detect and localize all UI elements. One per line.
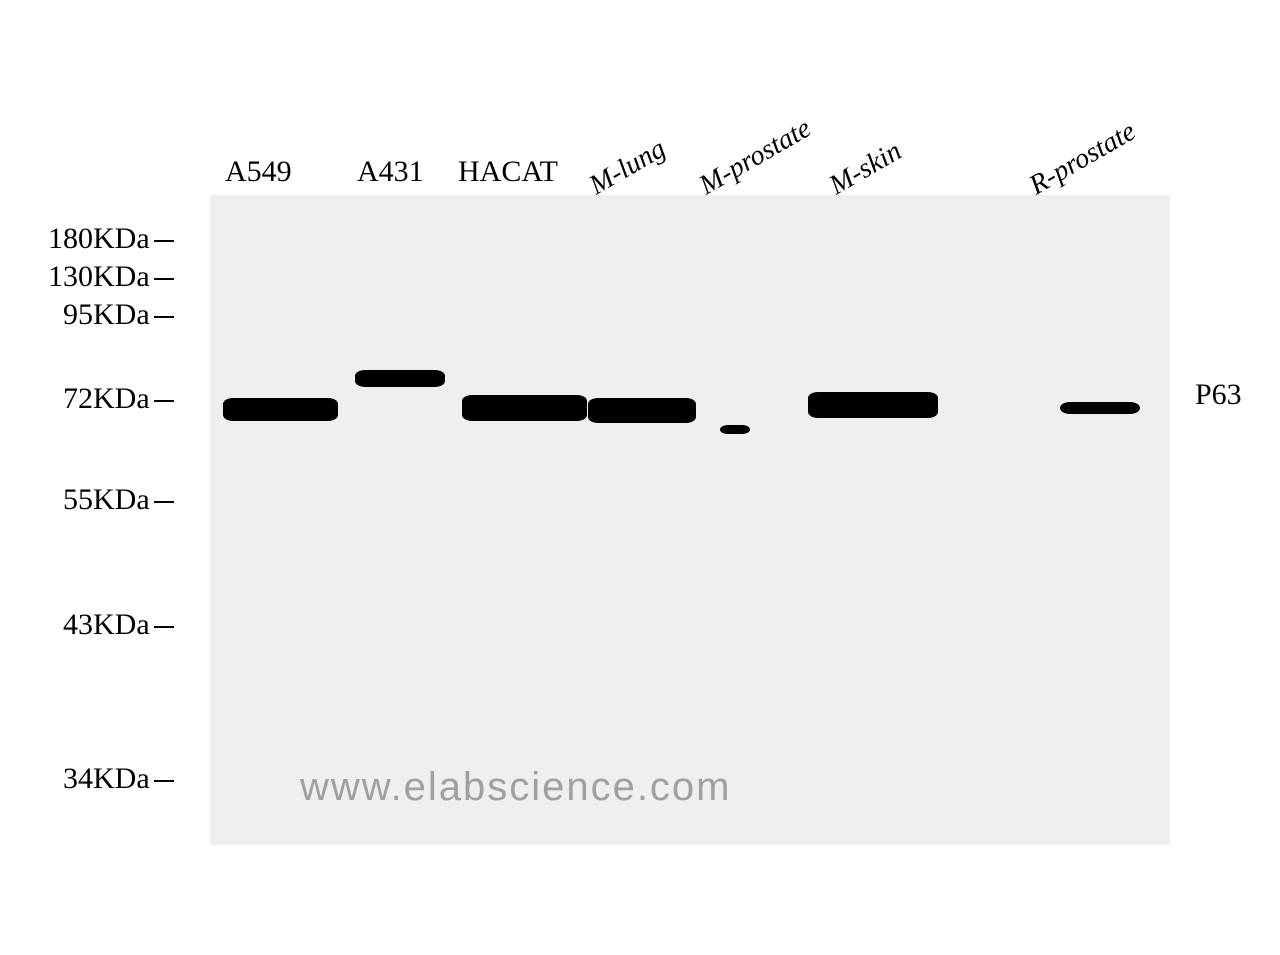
tick-icon: [154, 316, 174, 318]
tick-icon: [154, 278, 174, 280]
figure-container: 180KDa 130KDa 95KDa 72KDa 55KDa 43KDa 34…: [0, 0, 1280, 955]
tick-icon: [154, 501, 174, 503]
mw-label: 180KDa: [48, 222, 150, 255]
tick-icon: [154, 626, 174, 628]
lane-label-r-prostate: R-prostate: [1024, 116, 1141, 202]
mw-label: 72KDa: [63, 382, 150, 415]
mw-marker-43: 43KDa: [63, 608, 174, 642]
lane-label-a431: A431: [357, 155, 424, 189]
band-hacat: [462, 395, 587, 421]
mw-marker-130: 130KDa: [48, 260, 174, 294]
mw-marker-95: 95KDa: [63, 298, 174, 332]
mw-marker-72: 72KDa: [63, 382, 174, 416]
protein-label: P63: [1195, 378, 1242, 412]
band-m-prostate: [720, 425, 750, 434]
band-a549: [223, 398, 338, 421]
mw-label: 55KDa: [63, 483, 150, 516]
band-m-lung: [588, 398, 696, 423]
band-r-prostate: [1060, 402, 1140, 414]
lane-label-m-prostate: M-prostate: [694, 113, 817, 202]
blot-region: [210, 195, 1170, 845]
mw-label: 130KDa: [48, 260, 150, 293]
mw-marker-180: 180KDa: [48, 222, 174, 256]
watermark-text: www.elabscience.com: [300, 765, 732, 810]
tick-icon: [154, 240, 174, 242]
tick-icon: [154, 400, 174, 402]
lane-label-hacat: HACAT: [458, 155, 558, 189]
lane-label-m-lung: M-lung: [584, 133, 671, 202]
mw-label: 34KDa: [63, 762, 150, 795]
mw-marker-55: 55KDa: [63, 483, 174, 517]
tick-icon: [154, 780, 174, 782]
mw-label: 43KDa: [63, 608, 150, 641]
band-a431: [355, 370, 445, 387]
lane-label-m-skin: M-skin: [824, 135, 907, 202]
band-m-skin: [808, 392, 938, 418]
lane-label-a549: A549: [225, 155, 292, 189]
mw-marker-34: 34KDa: [63, 762, 174, 796]
mw-label: 95KDa: [63, 298, 150, 331]
